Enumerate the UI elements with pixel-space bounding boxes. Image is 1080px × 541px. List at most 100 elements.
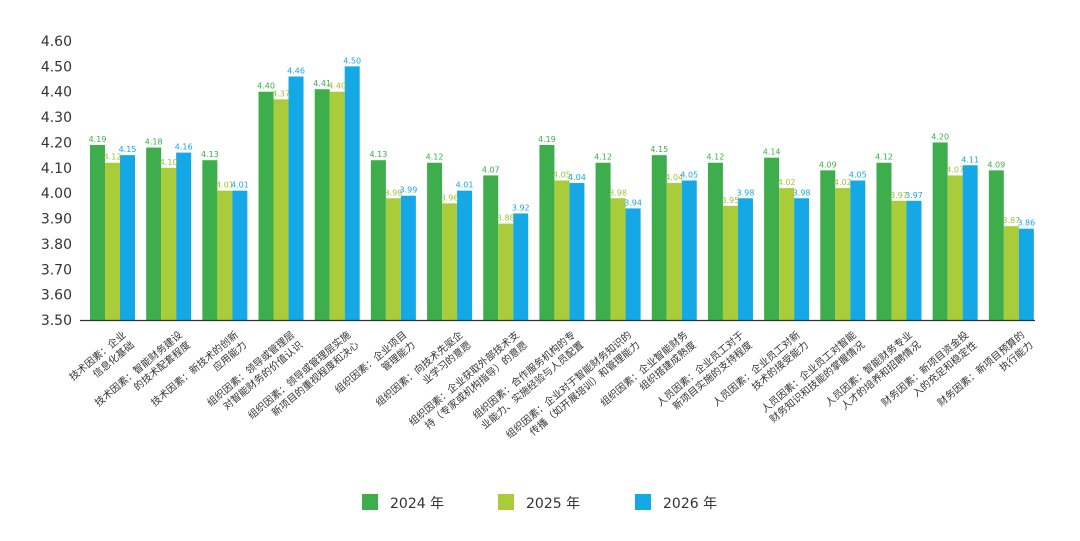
y-tick-label: 4.00 [41, 186, 72, 202]
bar-value-label: 3.87 [1002, 216, 1020, 225]
bar-value-label: 4.19 [538, 135, 556, 144]
bar [625, 208, 641, 320]
bar [850, 180, 866, 320]
bar-value-label: 4.14 [763, 148, 781, 157]
bar [344, 66, 360, 320]
bar [176, 152, 192, 320]
bar [457, 190, 473, 320]
bar [651, 155, 667, 320]
bar [329, 91, 345, 321]
bar-value-label: 4.12 [426, 153, 444, 162]
bar [610, 198, 626, 320]
bar-value-label: 4.02 [778, 178, 796, 187]
bar [513, 213, 529, 320]
bar [947, 175, 963, 320]
bar-value-label: 3.97 [905, 191, 923, 200]
bar [442, 203, 458, 320]
bar [90, 144, 105, 320]
bar-value-label: 3.98 [737, 188, 755, 197]
bar-value-label: 4.11 [961, 155, 979, 164]
bar-value-label: 4.19 [89, 135, 107, 144]
y-tick-label: 4.40 [41, 85, 72, 101]
bar-value-label: 3.96 [441, 193, 459, 202]
bar-value-label: 4.01 [231, 181, 249, 190]
bar-value-label: 4.13 [201, 150, 219, 159]
bar-value-label: 3.98 [609, 188, 627, 197]
bar-value-label: 4.05 [553, 171, 571, 180]
bar [120, 155, 135, 320]
bar [217, 190, 233, 320]
y-tick-label: 3.90 [41, 212, 72, 228]
bar-value-label: 3.86 [1017, 219, 1035, 228]
bar [288, 76, 304, 320]
bar [569, 183, 585, 320]
bar-value-label: 4.40 [257, 82, 275, 91]
y-tick-label: 4.60 [41, 34, 72, 50]
bar [539, 144, 555, 320]
y-axis: 3.50 3.60 3.70 3.80 3.90 4.00 4.10 4.20 4.30 4.40… [41, 34, 72, 329]
bar-value-label: 3.99 [399, 186, 417, 195]
bar [932, 142, 948, 320]
bar-value-label: 3.94 [624, 198, 642, 207]
y-tick-label: 3.60 [41, 288, 72, 304]
y-tick-label: 4.20 [41, 135, 72, 151]
bar [554, 180, 570, 320]
bar-value-label: 4.04 [665, 173, 683, 182]
bar-value-label: 3.88 [497, 214, 515, 223]
category-labels: 技术因素：企业信息化基础技术因素：智能财务建设的技术配套程度技术因素：新技术的创… [66, 328, 1035, 441]
y-tick-label: 3.70 [41, 262, 72, 278]
bar-value-label: 4.04 [568, 173, 586, 182]
legend: 2024 年 2025 年 2026 年 [362, 494, 717, 512]
bar [273, 99, 289, 320]
bar [146, 147, 162, 320]
bar [498, 223, 514, 320]
bar-value-label: 3.98 [384, 188, 402, 197]
bar-value-label: 4.46 [287, 67, 305, 76]
bar-value-label: 4.40 [328, 82, 346, 91]
value-labels: 4.19 4.184.134.40 4.414.13 4.124.074.194.12… [89, 56, 1036, 227]
bar-value-label: 4.01 [216, 181, 234, 190]
legend-label: 2025 年 [526, 496, 580, 512]
bar-value-label: 4.13 [369, 150, 387, 159]
bar [835, 188, 851, 320]
bar [400, 195, 416, 320]
bar [1018, 228, 1034, 320]
bar [385, 198, 401, 320]
bar [707, 162, 723, 320]
bar [737, 198, 753, 320]
bar-value-label: 4.37 [272, 89, 290, 98]
bar [764, 157, 780, 320]
bar-value-label: 4.15 [650, 145, 668, 154]
y-tick-label: 3.50 [41, 313, 72, 329]
bar-value-label: 4.02 [834, 178, 852, 187]
y-tick-label: 4.50 [41, 59, 72, 75]
bar [681, 180, 697, 320]
bar-value-label: 4.12 [875, 153, 893, 162]
bar-value-label: 4.20 [931, 132, 949, 141]
y-tick-label: 4.10 [41, 161, 72, 177]
bar [666, 183, 682, 320]
bar-value-label: 4.07 [946, 165, 964, 174]
bar-value-label: 4.12 [707, 153, 725, 162]
bar-value-label: 4.15 [119, 145, 137, 154]
bar [722, 205, 738, 320]
bar-value-label: 3.98 [793, 188, 811, 197]
bar-value-label: 4.18 [145, 138, 163, 147]
bar [820, 170, 836, 320]
bar [906, 200, 922, 320]
bar-value-label: 3.92 [512, 203, 530, 212]
bar [427, 162, 443, 320]
bar [314, 89, 330, 320]
bar-value-label: 4.09 [819, 160, 837, 169]
legend-label: 2026 年 [663, 496, 717, 512]
bar-value-label: 3.95 [722, 196, 740, 205]
y-tick-label: 3.80 [41, 237, 72, 253]
bar [1003, 226, 1019, 320]
bar [483, 175, 499, 320]
bar [258, 91, 274, 321]
bar [161, 167, 177, 320]
bar [891, 200, 907, 320]
bar-value-label: 4.01 [456, 181, 474, 190]
